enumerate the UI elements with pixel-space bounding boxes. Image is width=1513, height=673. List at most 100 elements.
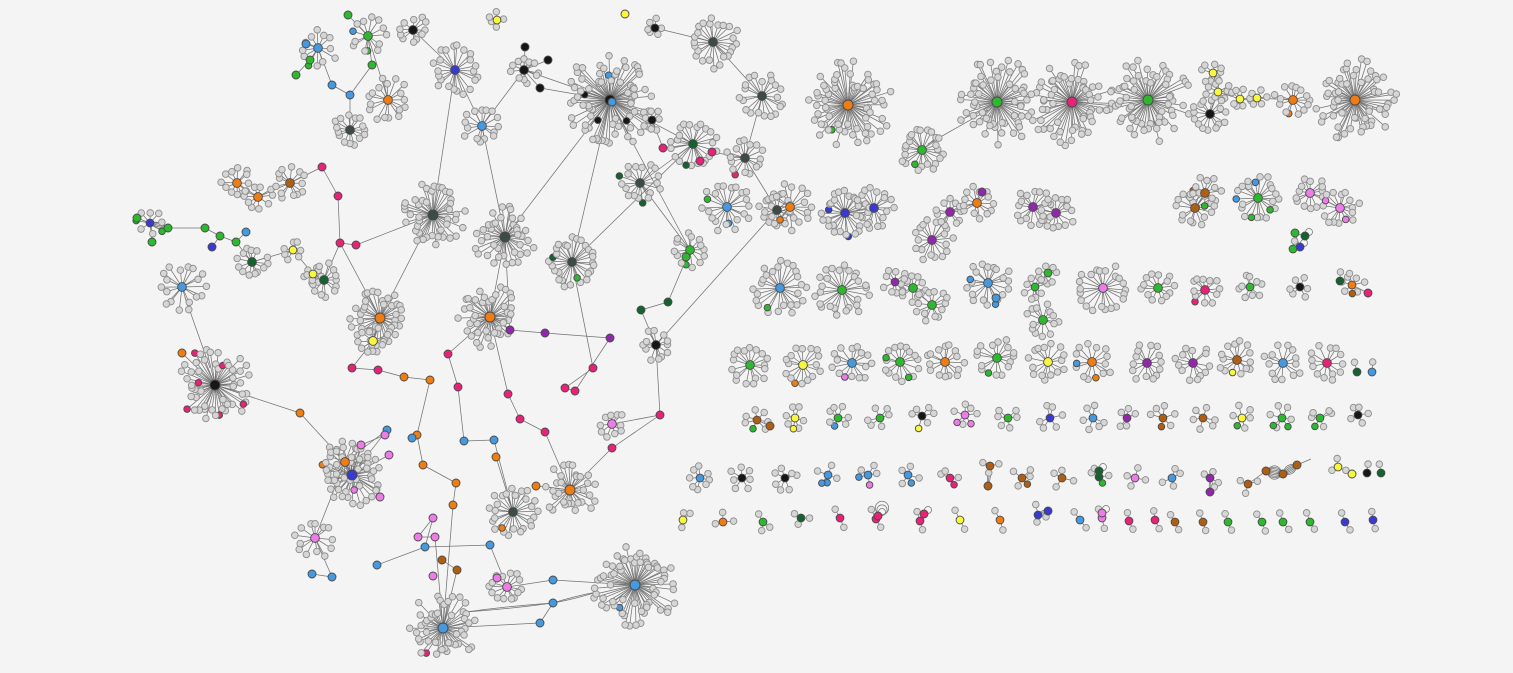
- graph-node[interactable]: [866, 108, 874, 117]
- graph-node[interactable]: [975, 90, 983, 98]
- graph-node[interactable]: [1092, 343, 1101, 352]
- graph-node[interactable]: [492, 23, 501, 31]
- graph-connector-node[interactable]: [492, 573, 502, 583]
- graph-node[interactable]: [1079, 114, 1087, 123]
- graph-connector-node[interactable]: [681, 252, 691, 262]
- graph-node[interactable]: [1100, 418, 1108, 427]
- graph-node[interactable]: [401, 199, 409, 207]
- graph-node[interactable]: [315, 262, 324, 271]
- graph-node[interactable]: [1332, 344, 1340, 353]
- graph-node[interactable]: [1088, 117, 1096, 126]
- graph-node[interactable]: [830, 403, 838, 412]
- graph-node[interactable]: [354, 337, 362, 346]
- graph-node[interactable]: [1068, 126, 1077, 135]
- graph-node[interactable]: [1061, 221, 1069, 229]
- graph-node[interactable]: [411, 196, 419, 204]
- graph-node[interactable]: [814, 110, 822, 118]
- graph-node[interactable]: [1255, 291, 1264, 300]
- graph-node[interactable]: [742, 195, 751, 204]
- graph-node[interactable]: [1154, 271, 1163, 279]
- graph-node[interactable]: [460, 132, 469, 140]
- graph-node[interactable]: [1075, 62, 1083, 70]
- graph-hub-node[interactable]: [502, 582, 512, 592]
- graph-node[interactable]: [510, 248, 519, 256]
- graph-node[interactable]: [957, 90, 966, 99]
- graph-connector-node[interactable]: [443, 349, 453, 359]
- graph-node[interactable]: [1046, 124, 1054, 133]
- graph-node[interactable]: [650, 591, 658, 599]
- graph-node[interactable]: [244, 179, 253, 188]
- graph-connector-node[interactable]: [1363, 288, 1373, 298]
- graph-node[interactable]: [374, 46, 382, 54]
- graph-node[interactable]: [163, 287, 171, 296]
- graph-node[interactable]: [926, 366, 935, 375]
- graph-node[interactable]: [448, 592, 457, 601]
- graph-node[interactable]: [983, 301, 991, 309]
- graph-hub-node[interactable]: [1170, 517, 1180, 527]
- graph-node[interactable]: [383, 79, 391, 88]
- graph-node[interactable]: [799, 296, 807, 305]
- graph-node[interactable]: [419, 235, 427, 244]
- graph-node[interactable]: [744, 214, 753, 223]
- graph-hub-node[interactable]: [1043, 268, 1053, 278]
- graph-node[interactable]: [988, 341, 997, 350]
- graph-node[interactable]: [1232, 195, 1240, 203]
- graph-node[interactable]: [949, 234, 957, 242]
- graph-node[interactable]: [369, 467, 378, 475]
- graph-node[interactable]: [591, 497, 599, 505]
- graph-node[interactable]: [1341, 215, 1350, 224]
- graph-hub-node[interactable]: [1243, 479, 1253, 489]
- graph-node[interactable]: [831, 505, 839, 514]
- graph-node[interactable]: [1020, 289, 1029, 297]
- graph-node[interactable]: [818, 479, 826, 487]
- graph-node[interactable]: [287, 163, 296, 171]
- graph-node[interactable]: [998, 291, 1007, 299]
- graph-node[interactable]: [1269, 197, 1277, 206]
- graph-node[interactable]: [331, 54, 339, 62]
- graph-node[interactable]: [682, 161, 690, 169]
- graph-node[interactable]: [346, 315, 354, 323]
- graph-node[interactable]: [710, 65, 718, 73]
- graph-node[interactable]: [1249, 100, 1258, 108]
- graph-node[interactable]: [1035, 267, 1043, 275]
- graph-node[interactable]: [712, 133, 721, 142]
- graph-node[interactable]: [508, 484, 516, 493]
- graph-node[interactable]: [241, 187, 249, 195]
- graph-node[interactable]: [976, 342, 985, 350]
- graph-node[interactable]: [618, 411, 626, 419]
- graph-hub-node[interactable]: [1057, 473, 1067, 483]
- graph-node[interactable]: [1237, 369, 1245, 378]
- graph-connector-node[interactable]: [399, 372, 409, 382]
- graph-node[interactable]: [679, 509, 688, 517]
- graph-connector-node[interactable]: [335, 238, 345, 248]
- graph-node[interactable]: [1178, 211, 1187, 219]
- graph-node[interactable]: [814, 352, 823, 360]
- graph-node[interactable]: [654, 107, 662, 116]
- graph-node[interactable]: [1094, 93, 1102, 101]
- graph-node[interactable]: [1119, 279, 1127, 287]
- graph-node[interactable]: [732, 145, 741, 153]
- graph-node[interactable]: [1053, 368, 1062, 376]
- graph-node[interactable]: [953, 371, 962, 380]
- graph-node[interactable]: [698, 57, 707, 65]
- graph-node[interactable]: [752, 141, 761, 149]
- graph-node[interactable]: [935, 134, 943, 142]
- graph-node[interactable]: [327, 544, 335, 552]
- graph-node[interactable]: [678, 523, 686, 532]
- graph-node[interactable]: [488, 588, 496, 597]
- graph-hub-node[interactable]: [1278, 517, 1288, 527]
- graph-node[interactable]: [1157, 296, 1166, 305]
- graph-node[interactable]: [1287, 415, 1295, 424]
- graph-node[interactable]: [1238, 200, 1247, 208]
- graph-node[interactable]: [1038, 371, 1046, 380]
- graph-hub-node[interactable]: [985, 461, 995, 471]
- graph-node[interactable]: [1368, 507, 1376, 516]
- graph-node[interactable]: [1017, 132, 1026, 141]
- graph-hub-node[interactable]: [374, 312, 386, 324]
- graph-node[interactable]: [979, 296, 988, 304]
- graph-node[interactable]: [745, 344, 754, 352]
- graph-node[interactable]: [1056, 343, 1065, 351]
- graph-node[interactable]: [429, 59, 438, 67]
- graph-node[interactable]: [550, 465, 558, 473]
- graph-node[interactable]: [730, 476, 738, 484]
